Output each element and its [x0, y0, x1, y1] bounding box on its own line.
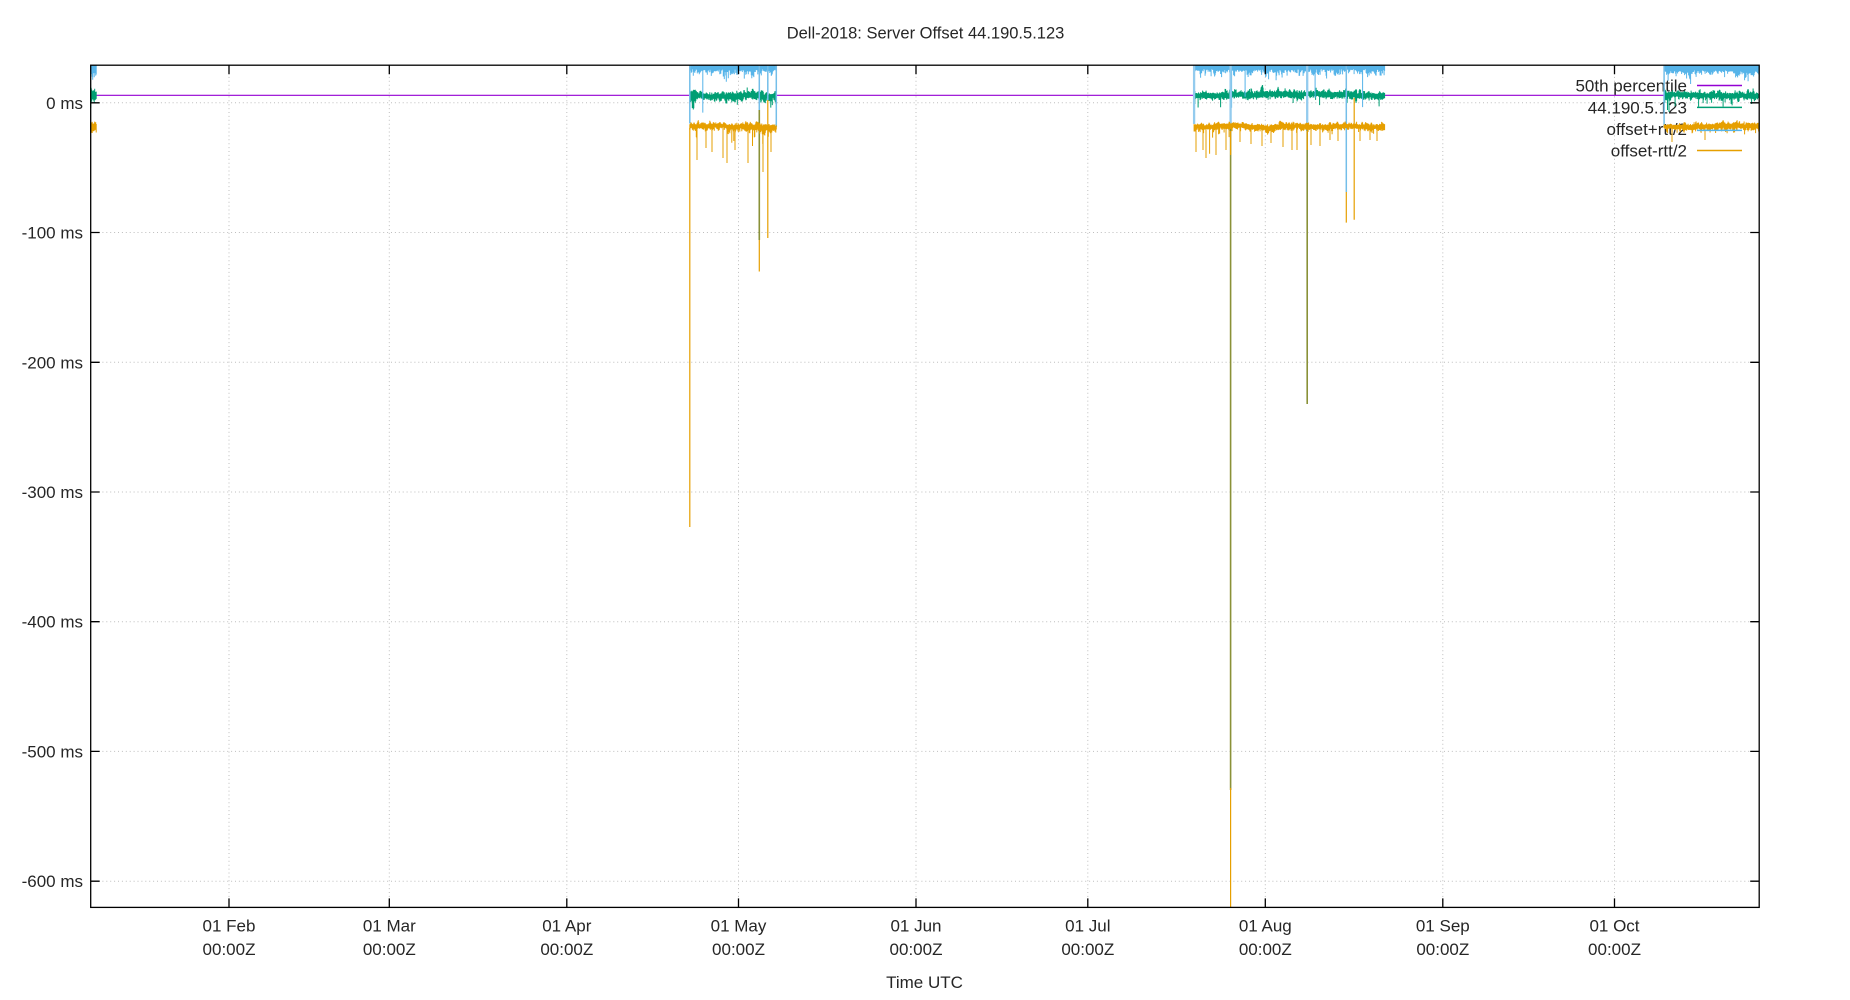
- svg-text:Dell-2018: Server Offset 44.19: Dell-2018: Server Offset 44.190.5.123: [787, 25, 1065, 43]
- svg-text:offset-rtt/2: offset-rtt/2: [1611, 142, 1687, 161]
- svg-text:-100 ms: -100 ms: [22, 224, 83, 243]
- svg-text:01 Apr: 01 Apr: [542, 917, 591, 936]
- svg-text:Time UTC: Time UTC: [886, 973, 963, 992]
- svg-text:-300 ms: -300 ms: [22, 483, 83, 502]
- svg-text:00:00Z: 00:00Z: [363, 940, 416, 959]
- svg-text:00:00Z: 00:00Z: [1061, 940, 1114, 959]
- svg-text:00:00Z: 00:00Z: [203, 940, 256, 959]
- svg-text:00:00Z: 00:00Z: [1416, 940, 1469, 959]
- svg-text:-400 ms: -400 ms: [22, 613, 83, 632]
- svg-text:00:00Z: 00:00Z: [1239, 940, 1292, 959]
- svg-text:44.190.5.123: 44.190.5.123: [1588, 98, 1687, 117]
- svg-text:00:00Z: 00:00Z: [890, 940, 943, 959]
- svg-text:01 Jul: 01 Jul: [1065, 917, 1110, 936]
- svg-text:01 Mar: 01 Mar: [363, 917, 416, 936]
- svg-text:01 May: 01 May: [711, 917, 767, 936]
- svg-text:-600 ms: -600 ms: [22, 872, 83, 891]
- svg-text:00:00Z: 00:00Z: [1588, 940, 1641, 959]
- svg-text:01 Jun: 01 Jun: [890, 917, 941, 936]
- svg-text:-200 ms: -200 ms: [22, 353, 83, 372]
- svg-text:0 ms: 0 ms: [46, 94, 83, 113]
- svg-text:50th percentile: 50th percentile: [1575, 77, 1687, 96]
- svg-text:offset+rtt/2: offset+rtt/2: [1607, 120, 1687, 139]
- svg-text:00:00Z: 00:00Z: [712, 940, 765, 959]
- svg-text:01 Aug: 01 Aug: [1239, 917, 1292, 936]
- svg-text:01 Sep: 01 Sep: [1416, 917, 1470, 936]
- svg-text:01 Oct: 01 Oct: [1589, 917, 1639, 936]
- svg-text:-500 ms: -500 ms: [22, 742, 83, 761]
- svg-text:01 Feb: 01 Feb: [203, 917, 256, 936]
- svg-text:00:00Z: 00:00Z: [540, 940, 593, 959]
